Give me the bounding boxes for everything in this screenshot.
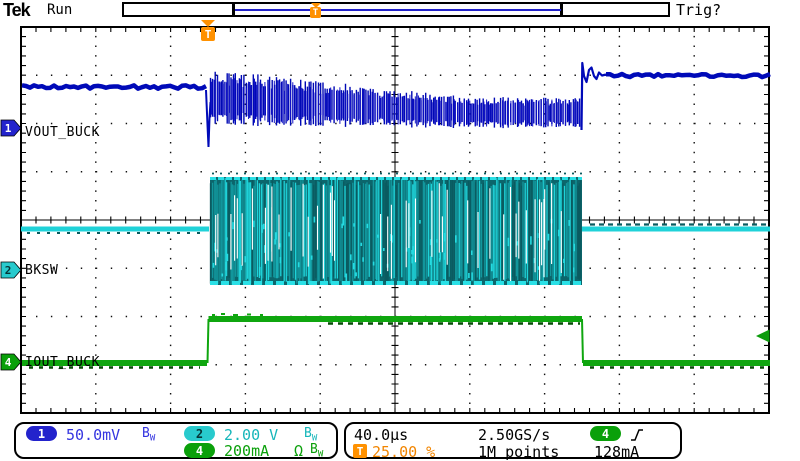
window-bracket-left <box>232 3 235 16</box>
ch1-bandwidth-icon: BW <box>142 426 156 444</box>
trigger-status: Trig? <box>676 1 722 19</box>
tek-logo: Tek <box>3 0 31 20</box>
ch1-trace <box>21 61 771 148</box>
ch1-scale: 50.0mV <box>66 426 121 444</box>
ch4-badge: 4 <box>184 443 215 458</box>
svg-text:4: 4 <box>5 356 12 369</box>
record-view-bar: T <box>122 2 670 19</box>
ch4-trace <box>22 313 770 369</box>
trigger-position: 25.00 % <box>372 443 436 461</box>
ch2-position-badge: 2 <box>0 261 22 279</box>
record-length: 1M points <box>478 443 560 461</box>
svg-text:T: T <box>205 28 212 41</box>
timebase-scale: 40.0µs <box>354 426 409 444</box>
ch2-label: BKSW <box>25 263 59 278</box>
ch4-position-badge: 4 <box>0 353 22 371</box>
ch4-impedance-icon: Ω <box>294 442 304 460</box>
trigger-arrow-icon <box>311 3 321 8</box>
readout-bar: 1 50.0mV BW 2 2.00 V BW 4 200mA Ω BW 40.… <box>0 420 800 461</box>
window-bracket-right <box>560 3 563 16</box>
trigger-level: 128mA <box>594 443 640 461</box>
rising-edge-icon <box>631 429 643 441</box>
acquisition-status: Run <box>47 2 73 18</box>
top-status-bar: Tek Run T Trig? <box>0 0 800 20</box>
graticule-display: T 1 2 4 VOUT_BUCK BKSW IOUT_BUCK <box>0 20 800 420</box>
trigger-t-icon: T <box>310 7 321 18</box>
ch2-scale: 2.00 V <box>224 426 279 444</box>
ch2-bandwidth-icon: BW <box>304 426 318 444</box>
vertical-scales-box: 1 50.0mV BW 2 2.00 V BW 4 200mA Ω BW <box>14 422 338 460</box>
ch2-badge: 2 <box>184 426 215 441</box>
ch2-trace <box>21 172 770 285</box>
trigger-position-marker-icon: T <box>201 20 215 41</box>
ch4-bandwidth-icon: BW <box>310 442 324 460</box>
ch4-scale: 200mA <box>224 442 270 460</box>
record-trigger-marker-icon: T <box>310 3 323 19</box>
trigger-level-arrow-icon <box>756 329 770 343</box>
record-waveform-line <box>235 9 561 11</box>
ch1-label: VOUT_BUCK <box>25 125 100 140</box>
sample-rate: 2.50GS/s <box>478 426 551 444</box>
trigger-t-badge: T <box>353 444 367 458</box>
svg-text:1: 1 <box>5 122 12 135</box>
svg-text:2: 2 <box>5 264 12 277</box>
horizontal-trigger-box: 40.0µs 2.50GS/s 4 T 25.00 % 1M points 12… <box>344 422 682 461</box>
ch1-position-badge: 1 <box>0 119 22 137</box>
trigger-source-badge: 4 <box>590 426 621 441</box>
waveform-plot: T 1 2 4 <box>0 20 771 414</box>
ch4-label: IOUT_BUCK <box>25 355 100 370</box>
ch1-badge: 1 <box>26 426 57 441</box>
